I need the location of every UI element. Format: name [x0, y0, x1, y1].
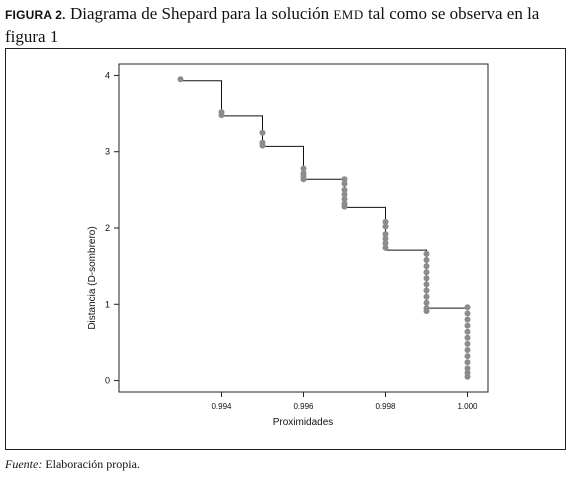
data-points: [177, 76, 471, 380]
y-tick-label: 0: [105, 376, 110, 386]
caption-acronym: EMD: [333, 7, 364, 22]
x-tick-label: 0.994: [211, 402, 232, 411]
data-point: [464, 334, 471, 341]
step-line: [180, 80, 468, 309]
data-point: [423, 263, 430, 270]
data-point: [464, 328, 471, 335]
data-point: [423, 250, 430, 257]
data-point: [382, 240, 389, 247]
y-tick-label: 2: [105, 223, 110, 233]
data-point: [464, 359, 471, 366]
data-point: [423, 257, 430, 263]
data-point: [341, 180, 348, 187]
data-point: [464, 304, 471, 311]
data-point: [464, 365, 471, 372]
step-line-group: [180, 80, 468, 309]
data-point: [382, 231, 389, 238]
source-text: Elaboración propia.: [45, 457, 140, 471]
data-point: [341, 203, 348, 210]
caption-text-after: tal como se observa en la figura 1: [5, 4, 540, 46]
data-point: [464, 310, 471, 317]
figure-label: FIGURA 2.: [5, 8, 66, 22]
data-point: [259, 142, 266, 149]
data-point: [464, 373, 471, 380]
data-point: [382, 235, 389, 242]
data-point: [341, 196, 348, 202]
data-point: [423, 275, 430, 282]
data-point: [341, 186, 348, 193]
figure-caption: FIGURA 2. Diagrama de Shepard para la so…: [5, 3, 567, 47]
data-point: [382, 223, 389, 230]
y-tick-label: 3: [105, 147, 110, 157]
data-point: [300, 176, 307, 183]
y-tick-label: 1: [105, 299, 110, 309]
data-point: [423, 281, 430, 288]
y-axis-ticks: 0 1 2 3 4: [105, 70, 119, 386]
figure-source: Fuente: Elaboración propia.: [5, 457, 140, 472]
x-axis-label: Proximidades: [273, 417, 334, 428]
data-point: [464, 353, 471, 360]
caption-text-before: Diagrama de Shepard para la solución: [69, 4, 330, 23]
x-tick-label: 0.998: [375, 402, 396, 411]
x-tick-label: 1.000: [457, 402, 478, 411]
data-point: [177, 76, 184, 83]
data-point: [300, 165, 307, 172]
data-point: [464, 316, 471, 323]
source-label: Fuente:: [5, 457, 43, 471]
x-axis-ticks: 0.994 0.996 0.998 1.000: [211, 392, 478, 411]
data-point: [259, 129, 266, 136]
y-tick-label: 4: [105, 70, 110, 80]
data-point: [382, 218, 389, 225]
data-point: [423, 293, 430, 300]
data-point: [464, 347, 471, 353]
data-point: [341, 176, 348, 183]
data-point: [341, 191, 348, 198]
data-point: [218, 112, 225, 119]
data-point: [382, 244, 389, 251]
data-point: [423, 287, 430, 294]
data-point: [423, 269, 430, 276]
x-tick-label: 0.996: [293, 402, 314, 411]
plot-area: [118, 63, 489, 393]
data-point: [464, 340, 471, 347]
y-axis-label: Distancia (D-sombrero): [87, 226, 98, 329]
data-point: [464, 322, 471, 329]
data-point: [423, 299, 430, 306]
data-point: [423, 308, 430, 315]
